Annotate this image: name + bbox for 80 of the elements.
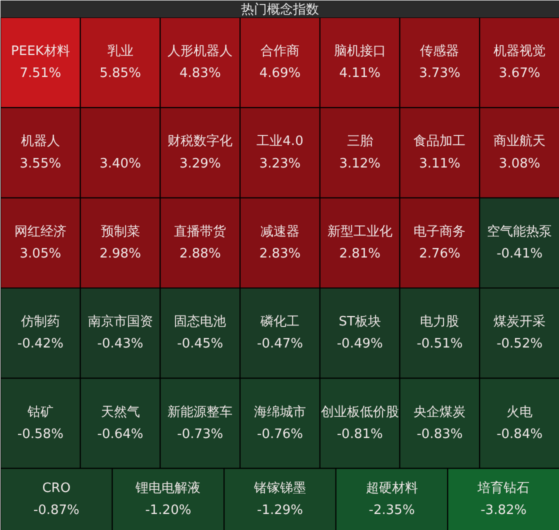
- category-label: 创业板低价股: [320, 404, 399, 420]
- category-label: 火电: [506, 404, 533, 420]
- category-label: 传感器: [420, 44, 460, 60]
- data-label: -0.83%: [416, 426, 463, 442]
- category-label: 天然气: [100, 404, 140, 420]
- data-label: 3.67%: [498, 66, 540, 82]
- category-label: 预制菜: [100, 224, 140, 240]
- data-label: 2.76%: [419, 246, 460, 262]
- category-label: 央企煤炭: [414, 404, 466, 420]
- data-label: 2.98%: [100, 246, 141, 262]
- category-label: 电力股: [420, 314, 460, 330]
- category-label: 食品加工: [414, 134, 466, 150]
- category-label: 脑机接口: [334, 44, 386, 60]
- data-label: -0.47%: [257, 336, 304, 352]
- data-label: 2.83%: [259, 246, 301, 262]
- category-label: 海绵城市: [254, 404, 306, 420]
- data-label: -0.87%: [33, 502, 80, 518]
- data-label: 3.12%: [339, 156, 381, 172]
- data-label: -0.49%: [336, 336, 383, 352]
- category-label: 培育钻石: [476, 480, 530, 496]
- category-label: PEEK材料: [11, 44, 70, 60]
- data-label: 3.40%: [100, 156, 141, 172]
- category-label: 商业航天: [494, 134, 546, 150]
- data-label: -0.58%: [17, 426, 64, 442]
- data-label: -0.84%: [496, 426, 543, 442]
- category-label: 三胎: [346, 134, 373, 150]
- data-label: 4.69%: [259, 66, 301, 82]
- data-label: -1.29%: [257, 502, 304, 518]
- data-label: 2.88%: [179, 246, 221, 262]
- text: 热门概念指数: [241, 2, 319, 18]
- category-label: 磷化工: [260, 314, 300, 330]
- data-label: 3.11%: [419, 156, 460, 172]
- category-label: 直播带货: [174, 224, 226, 240]
- category-label: 机器人: [20, 134, 60, 150]
- category-label: 乳业: [107, 44, 134, 60]
- category-label: 钴矿: [26, 404, 54, 420]
- category-label: 网红经济: [14, 224, 66, 240]
- category-label: 超硬材料: [366, 480, 418, 496]
- category-label: 锗镓锑墨: [253, 480, 306, 496]
- category-label: 煤炭开采: [494, 314, 546, 330]
- data-label: 4.11%: [339, 66, 381, 82]
- data-label: -0.73%: [177, 426, 224, 442]
- category-label: 新能源整车: [168, 404, 233, 420]
- category-label: CRO: [42, 480, 71, 496]
- data-label: -1.20%: [145, 502, 192, 518]
- data-label: 3.23%: [259, 156, 301, 172]
- category-label: 减速器: [260, 224, 300, 240]
- category-label: 南京市国资: [88, 314, 153, 330]
- data-label: -0.81%: [336, 426, 383, 442]
- data-label: 2.81%: [339, 246, 381, 262]
- data-label: 5.85%: [100, 66, 141, 82]
- data-label: -0.45%: [177, 336, 224, 352]
- category-label: 财税数字化: [168, 133, 233, 150]
- category-label: 工业4.0: [256, 134, 304, 150]
- data-label: 3.29%: [179, 156, 221, 172]
- data-label: 3.08%: [498, 156, 540, 172]
- data-label: -0.41%: [496, 246, 543, 262]
- data-label: -0.42%: [17, 336, 64, 352]
- category-label: 固态电池: [174, 314, 226, 330]
- data-label: -0.76%: [257, 426, 304, 442]
- data-label: -2.35%: [368, 502, 415, 518]
- data-label: -0.64%: [97, 426, 144, 442]
- category-label: 空气能热泵: [487, 224, 552, 240]
- category-label: 锂电电解液: [134, 480, 201, 496]
- data-label: -0.43%: [97, 336, 144, 352]
- data-label: 3.73%: [419, 66, 460, 82]
- data-label: 4.83%: [179, 66, 221, 82]
- data-label: -0.52%: [496, 336, 543, 352]
- data-label: 3.55%: [20, 156, 62, 172]
- category-label: 新型工业化: [327, 224, 392, 240]
- category-label: 合作商: [260, 44, 300, 60]
- data-label: -3.82%: [480, 502, 527, 518]
- data-label: -0.51%: [416, 336, 463, 352]
- data-label: 3.05%: [20, 246, 62, 262]
- category-label: 机器视觉: [494, 44, 546, 60]
- category-label: 仿制药: [20, 314, 60, 330]
- category-label: 电子商务: [414, 224, 466, 240]
- category-label: 人形机器人: [168, 44, 233, 60]
- data-label: 7.51%: [20, 66, 62, 82]
- category-label: ST板块: [338, 314, 381, 330]
